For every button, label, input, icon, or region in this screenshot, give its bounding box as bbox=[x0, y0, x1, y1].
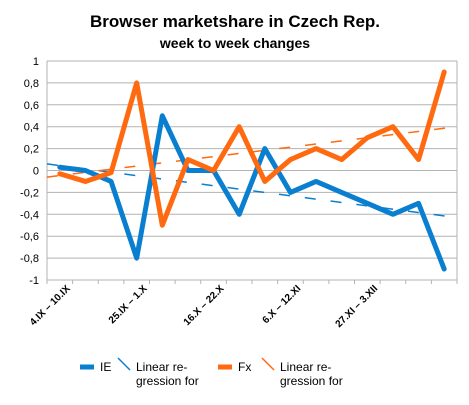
y-tick-label: -0,8 bbox=[20, 253, 39, 265]
y-axis: 1 0,8 0,6 0,4 0,2 0 -0,2 -0,4 -0,6 -0,8 -1 bbox=[20, 56, 39, 287]
legend-key-trend bbox=[261, 357, 275, 371]
legend: IE Linear re-gression for Fx Linear re-gres… bbox=[80, 357, 343, 388]
legend-key-trend bbox=[117, 357, 131, 371]
x-axis: 4.IX – 10.IX 25.IX – 1.X 16.X – 22.X 6.X – … bbox=[28, 61, 458, 330]
chart-subtitle: week to week changes bbox=[159, 35, 310, 51]
legend-label: IE bbox=[100, 360, 111, 374]
legend-label: Linear re- bbox=[136, 360, 187, 374]
series-line-fx bbox=[57, 69, 447, 228]
y-tick-label: 1 bbox=[33, 56, 39, 68]
legend-label: gression for bbox=[136, 374, 199, 388]
y-tick-label: 0,8 bbox=[24, 78, 39, 90]
y-tick-label: -1 bbox=[29, 275, 39, 287]
y-tick-label: -0,6 bbox=[20, 231, 39, 243]
chart-title: Browser marketshare in Czech Rep. bbox=[90, 12, 380, 31]
x-tick-label: 25.IX – 1.X bbox=[107, 283, 150, 326]
y-tick-label: 0,6 bbox=[24, 100, 39, 112]
legend-label: Linear re- bbox=[280, 360, 331, 374]
y-tick-label: -0,4 bbox=[20, 209, 39, 221]
x-tick-label: 16.X – 22.X bbox=[182, 283, 227, 328]
trendline-fx bbox=[46, 125, 458, 178]
legend-label: gression for bbox=[280, 374, 343, 388]
series-line-ie bbox=[57, 113, 447, 272]
x-tick-label: 27.XI – 3.XII bbox=[334, 283, 381, 330]
trendline-ie bbox=[46, 163, 458, 219]
grid bbox=[47, 60, 457, 281]
y-tick-label: 0 bbox=[33, 166, 39, 178]
trendlines bbox=[46, 125, 458, 219]
x-tick-label: 4.IX – 10.IX bbox=[28, 283, 73, 328]
x-tick-label: 6.X – 12.XI bbox=[261, 283, 304, 326]
y-tick-label: 0,2 bbox=[24, 144, 39, 156]
series-lines bbox=[57, 69, 447, 272]
y-tick-label: -0,2 bbox=[20, 187, 39, 199]
legend-label: Fx bbox=[238, 360, 251, 374]
y-tick-label: 0,4 bbox=[24, 122, 39, 134]
